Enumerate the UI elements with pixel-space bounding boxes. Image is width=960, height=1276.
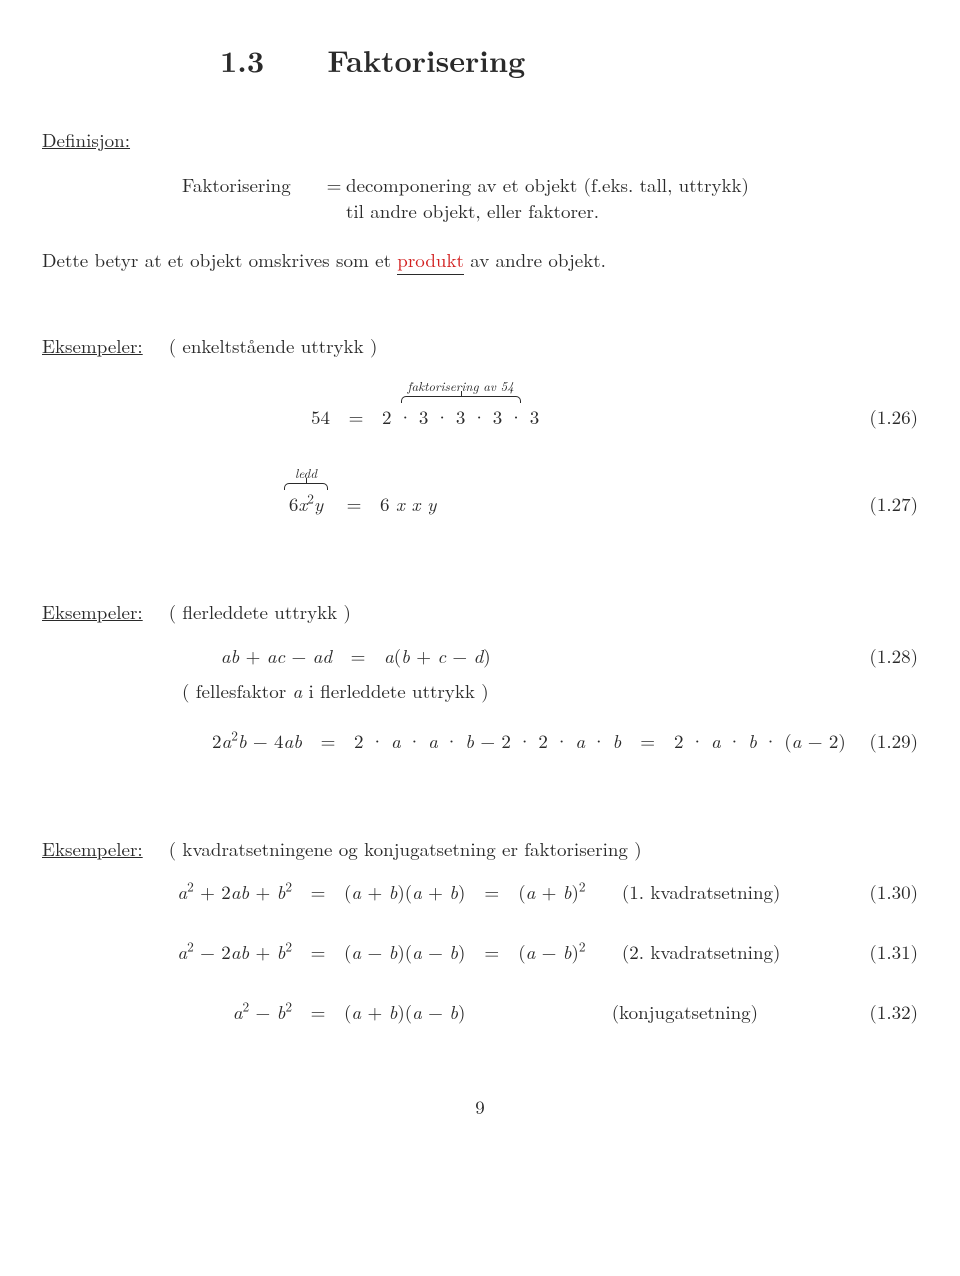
definition-body: Faktorisering = decomponering av et obje… bbox=[182, 172, 918, 223]
equation-1-31: a2 − 2ab + b2 = (a − b)(a − b) = (a − b)… bbox=[42, 939, 918, 965]
eq-lhs: 2a2b − 4ab bbox=[162, 728, 316, 754]
equation-comment: (1. kvadratsetning) bbox=[592, 879, 822, 905]
definition-sentence-post: av andre objekt. bbox=[464, 246, 606, 273]
eq-lhs: 54 bbox=[272, 404, 344, 430]
equation-number: (1.27) bbox=[848, 491, 918, 517]
example-label: Eksempeler: bbox=[42, 333, 143, 359]
equation-1-26: 54 = faktorisering av 54 2 · 3 · 3 · 3 ·… bbox=[42, 377, 918, 430]
page-number: 9 bbox=[42, 1094, 918, 1120]
example-2-note: ( fellesfaktor a i flerleddete uttrykk ) bbox=[182, 678, 918, 704]
eq-rhs: (a + b)(a + b) = (a + b)2 (1. kvadratset… bbox=[330, 879, 848, 905]
definition-line-1: decomponering av et objekt (f.eks. tall,… bbox=[346, 172, 918, 198]
equation-1-28: ab + ac − ad = a(b + c − d) (1.28) bbox=[42, 643, 918, 669]
example-1-desc: ( enkeltstående uttrykk ) bbox=[169, 333, 378, 359]
example-1-header: Eksempeler: ( enkeltstående uttrykk ) bbox=[42, 333, 918, 359]
example-2-desc: ( flerleddete uttrykk ) bbox=[169, 599, 351, 625]
equals-sign: = bbox=[346, 643, 370, 669]
equals-sign: = bbox=[344, 404, 368, 430]
equals-sign: = bbox=[316, 728, 340, 754]
example-3-header: Eksempeler: ( kvadratsetningene og konju… bbox=[42, 836, 918, 862]
equation-number: (1.28) bbox=[848, 643, 918, 669]
equation-1-32: a2 − b2 = (a + b)(a − b) (konjugatsetnin… bbox=[42, 999, 918, 1025]
equation-comment: (2. kvadratsetning) bbox=[592, 939, 822, 965]
overbrace-icon bbox=[401, 396, 521, 403]
eq-lhs-text: 6x2y bbox=[284, 491, 328, 517]
overbrace-icon bbox=[284, 483, 328, 490]
eq-lhs: a2 − b2 bbox=[172, 999, 306, 1025]
equation-number: (1.32) bbox=[848, 999, 918, 1025]
definition-sentence: Dette betyr at et objekt omskrives som e… bbox=[42, 247, 918, 273]
equation-1-29: 2a2b − 4ab = 2 · a · a · b − 2 · 2 · a ·… bbox=[42, 728, 918, 754]
equals-sign: = bbox=[322, 172, 346, 198]
example-label: Eksempeler: bbox=[42, 599, 143, 625]
eq-rhs: faktorisering av 54 2 · 3 · 3 · 3 · 3 bbox=[368, 377, 848, 430]
equation-number: (1.29) bbox=[848, 728, 918, 754]
eq-lhs: a2 + 2ab + b2 bbox=[122, 879, 306, 905]
equation-comment: (konjugatsetning) bbox=[472, 999, 812, 1025]
eq-rhs: (a − b)(a − b) = (a − b)2 (2. kvadratset… bbox=[330, 939, 848, 965]
equals-sign: = bbox=[306, 879, 330, 905]
eq-rhs: (a + b)(a − b) (konjugatsetning) bbox=[330, 999, 848, 1025]
eq-rhs: a(b + c − d) bbox=[370, 643, 848, 669]
section-title: 1.3 Faktorisering bbox=[220, 40, 918, 81]
equals-sign: = bbox=[342, 491, 366, 517]
equation-1-27: ledd 6x2y = 6 x x y (1.27) bbox=[42, 464, 918, 517]
equals-sign: = bbox=[306, 939, 330, 965]
eq-rhs: 2 · a · a · b − 2 · 2 · a · b = 2 · a · … bbox=[340, 728, 848, 754]
equation-number: (1.30) bbox=[848, 879, 918, 905]
equation-1-30: a2 + 2ab + b2 = (a + b)(a + b) = (a + b)… bbox=[42, 879, 918, 905]
eq-rhs-text: 2 · 3 · 3 · 3 · 3 bbox=[382, 404, 539, 430]
equation-number: (1.31) bbox=[848, 939, 918, 965]
definition-line-2: til andre objekt, eller faktorer. bbox=[346, 198, 918, 224]
eq-lhs: a2 − 2ab + b2 bbox=[122, 939, 306, 965]
example-label: Eksempeler: bbox=[42, 836, 143, 862]
produkt-word: produkt bbox=[397, 246, 464, 275]
definition-term: Faktorisering bbox=[182, 172, 322, 198]
definition-label: Definisjon: bbox=[42, 127, 918, 153]
equals-sign: = bbox=[306, 999, 330, 1025]
section-number: 1.3 bbox=[220, 38, 264, 81]
eq-lhs: ab + ac − ad bbox=[182, 643, 346, 669]
eq-lhs: ledd 6x2y bbox=[238, 464, 342, 517]
example-2-header: Eksempeler: ( flerleddete uttrykk ) bbox=[42, 599, 918, 625]
example-3-desc: ( kvadratsetningene og konjugatsetning e… bbox=[169, 836, 642, 862]
section-name: Faktorisering bbox=[327, 38, 525, 81]
equation-number: (1.26) bbox=[848, 404, 918, 430]
eq-rhs: 6 x x y bbox=[366, 491, 848, 517]
definition-sentence-pre: Dette betyr at et objekt omskrives som e… bbox=[42, 246, 397, 273]
